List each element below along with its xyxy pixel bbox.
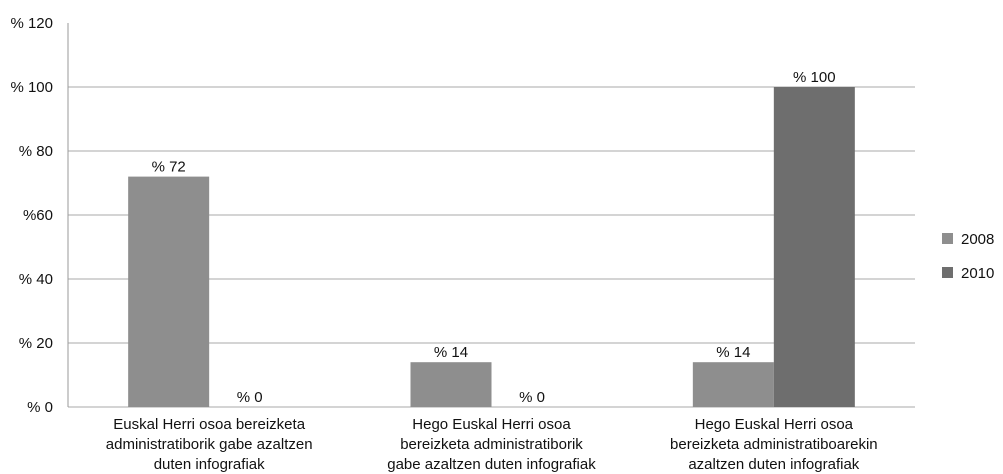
bar-2008-1 — [410, 362, 492, 407]
y-tick-label: % 100 — [10, 79, 53, 96]
legend-label-2008: 2008 — [961, 231, 994, 248]
data-label-2010-2: % 100 — [793, 69, 836, 86]
category-labels: Euskal Herri osoa bereizketa administrati… — [106, 416, 878, 473]
category-label: Hego Euskal Herri osoa — [695, 416, 854, 433]
y-tick-label: % 40 — [19, 271, 53, 288]
data-label-2008-1: % 14 — [434, 344, 468, 361]
data-label-2008-0: % 72 — [152, 159, 186, 176]
bars — [128, 87, 855, 407]
category-label: gabe azaltzen duten infografiak — [387, 456, 596, 473]
bar-2008-0 — [128, 176, 210, 407]
category-label: bereizketa administratiboarekin — [670, 436, 878, 453]
y-tick-label: %60 — [23, 207, 53, 224]
bar-2010-2 — [773, 87, 855, 407]
category-label: Hego Euskal Herri osoa — [412, 416, 571, 433]
y-tick-label: % 120 — [10, 15, 53, 32]
y-tick-label: % 80 — [19, 143, 53, 160]
category-label: administratiborik gabe azaltzen — [106, 436, 313, 453]
data-label-2008-2: % 14 — [716, 344, 750, 361]
data-label-2010-1: % 0 — [519, 389, 545, 406]
legend-swatch-2010 — [942, 267, 953, 278]
bar-2008-2 — [692, 362, 774, 407]
y-tick-labels: % 0 % 20 % 40 %60 % 80 % 100 % 120 — [10, 15, 53, 416]
y-tick-label: % 0 — [27, 399, 53, 416]
category-label: duten infografiak — [154, 456, 265, 473]
legend-label-2010: 2010 — [961, 265, 994, 282]
legend-swatch-2008 — [942, 233, 953, 244]
y-tick-label: % 20 — [19, 335, 53, 352]
data-label-2010-0: % 0 — [237, 389, 263, 406]
category-label: Euskal Herri osoa bereizketa — [113, 416, 305, 433]
legend: 2008 2010 — [942, 231, 994, 282]
category-label: azaltzen duten infografiak — [688, 456, 859, 473]
category-label: bereizketa administratiborik — [400, 436, 583, 453]
data-labels: % 72 % 0 % 14 % 0 % 14 % 100 — [152, 69, 836, 406]
